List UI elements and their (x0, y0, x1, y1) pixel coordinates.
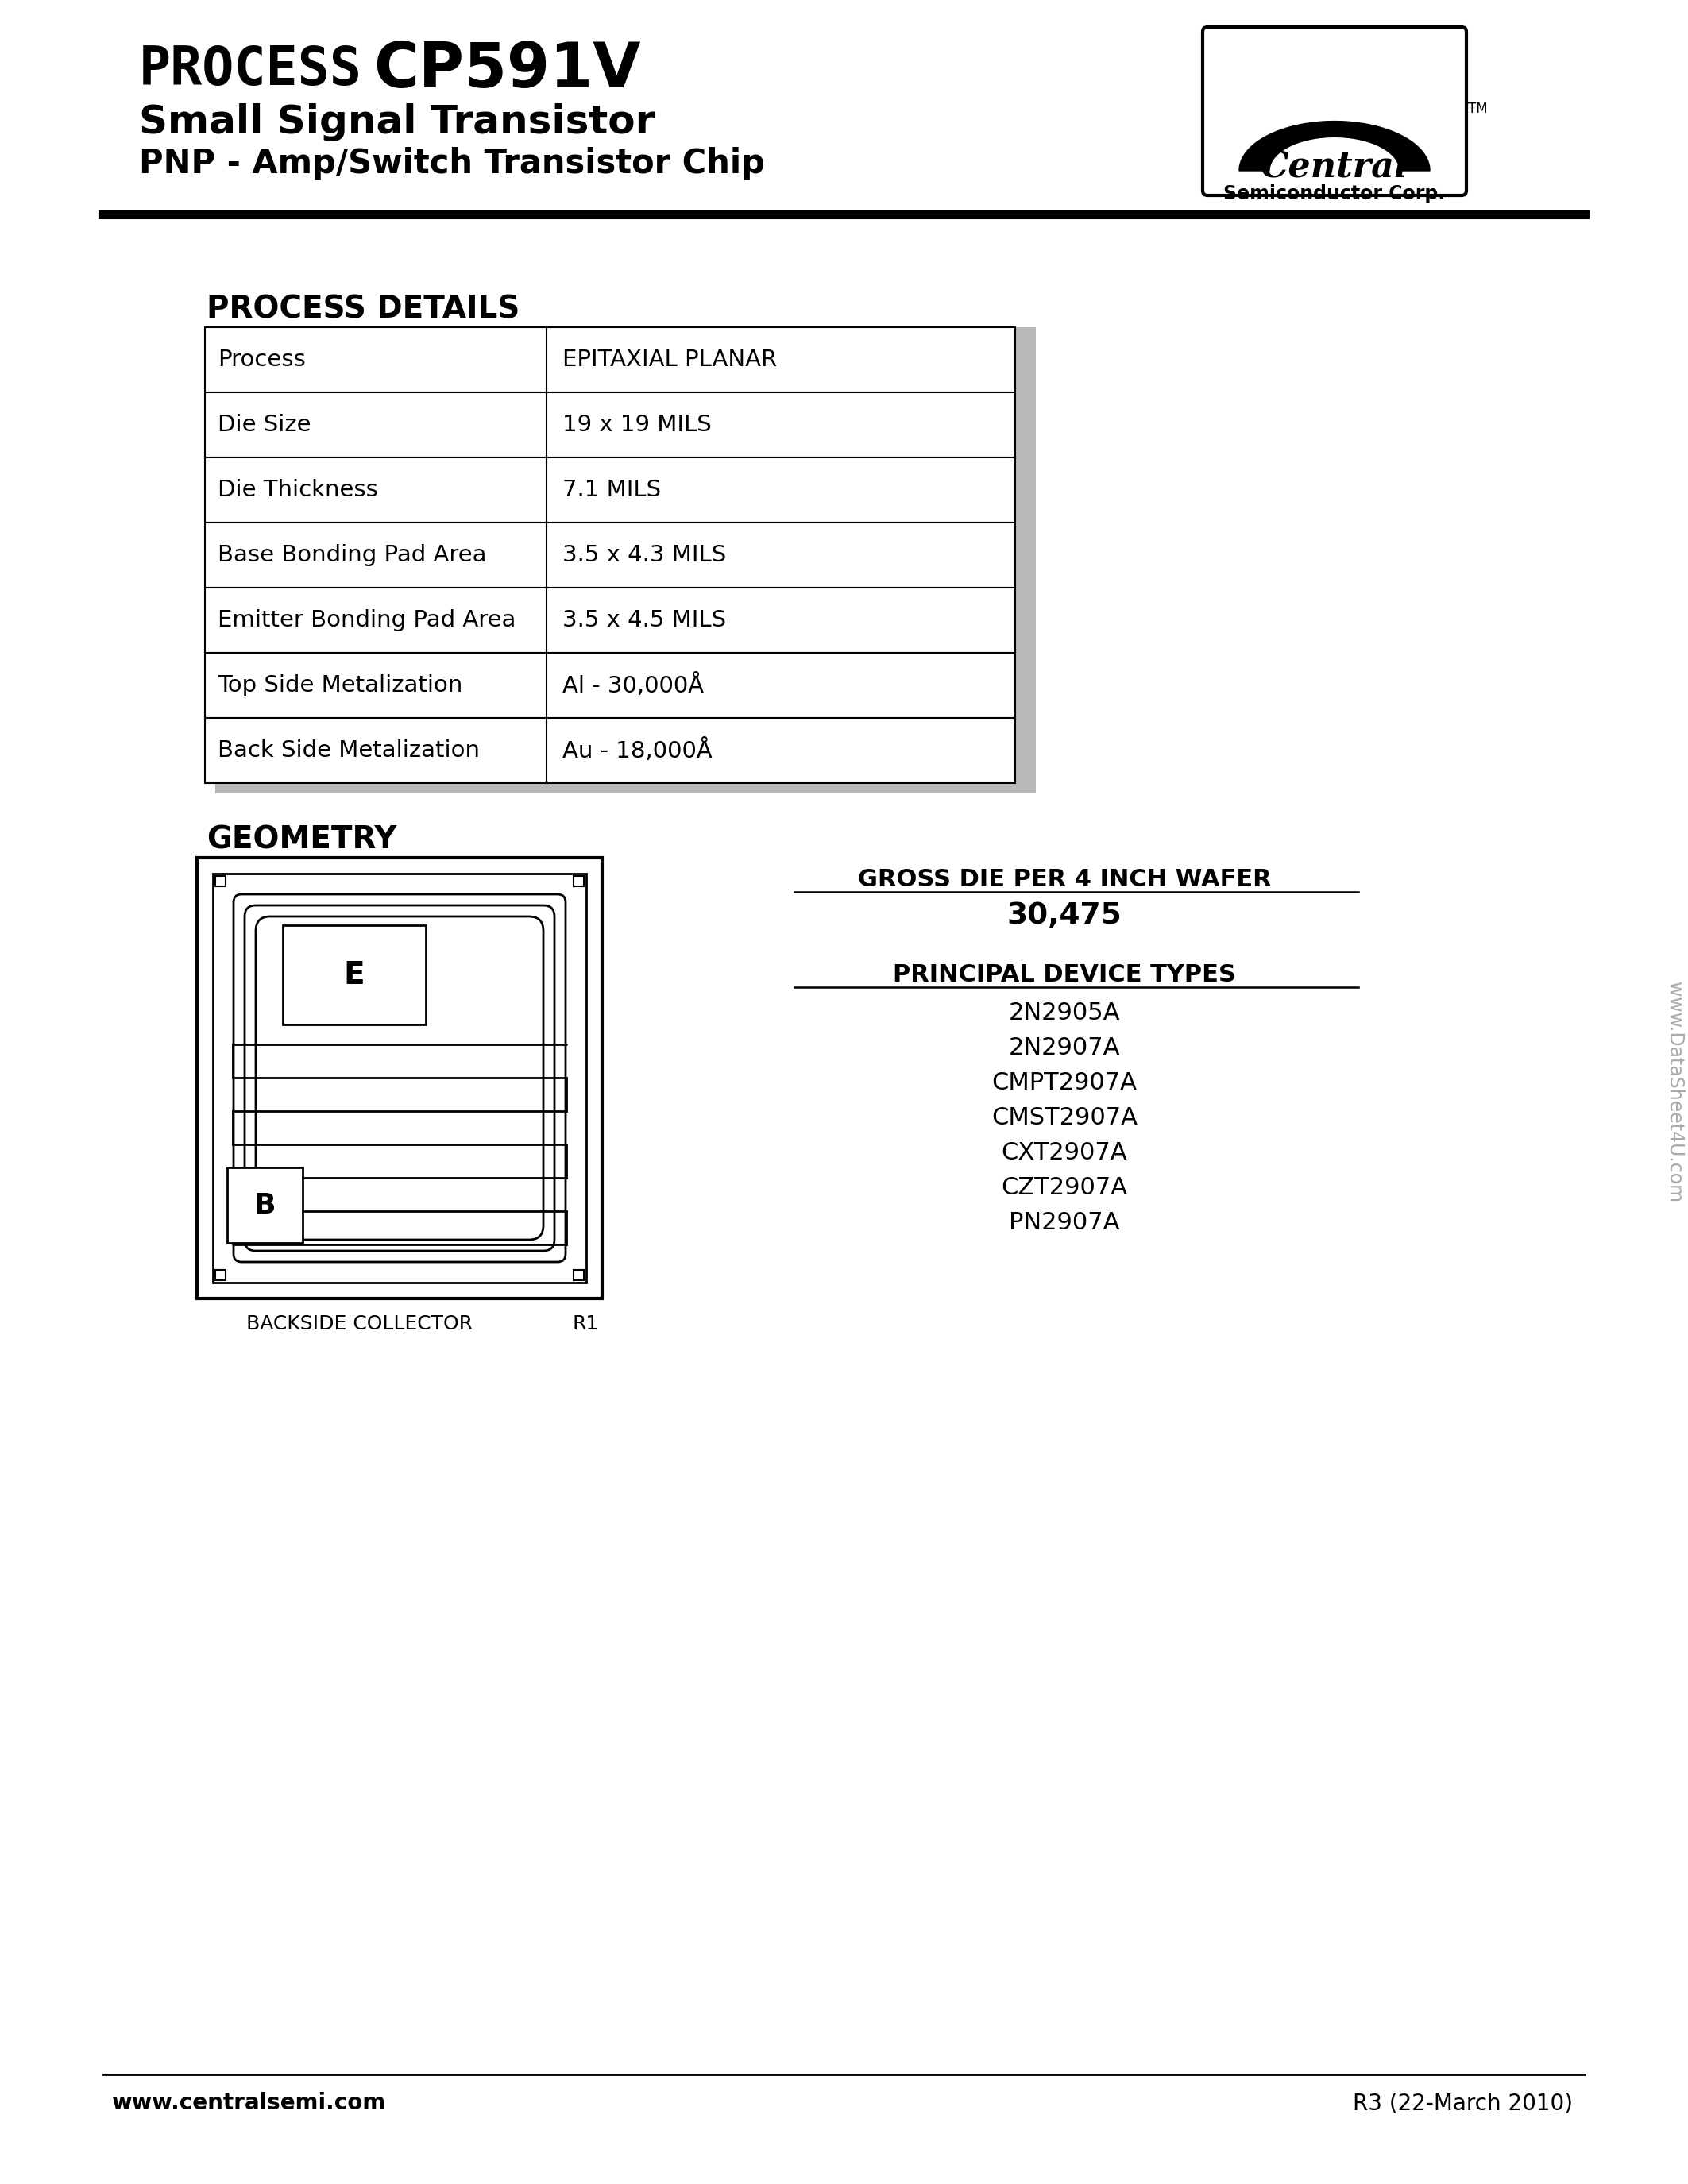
FancyBboxPatch shape (1202, 26, 1467, 194)
Text: TM: TM (1469, 103, 1487, 116)
Text: Central: Central (1261, 149, 1408, 183)
Bar (204, 653, 1014, 719)
Text: Semiconductor Corp.: Semiconductor Corp. (1224, 183, 1445, 203)
Text: Die Size: Die Size (218, 413, 311, 437)
Text: Die Thickness: Die Thickness (218, 478, 378, 500)
Text: EPITAXIAL PLANAR: EPITAXIAL PLANAR (562, 349, 776, 371)
Text: 30,475: 30,475 (1008, 902, 1123, 930)
Bar (574, 876, 584, 887)
Bar (216, 1269, 226, 1280)
Text: Al - 30,000Å: Al - 30,000Å (562, 673, 704, 697)
Text: www.centralsemi.com: www.centralsemi.com (111, 2092, 385, 2114)
Text: R1: R1 (572, 1315, 599, 1334)
Bar (204, 719, 1014, 784)
Text: PRINCIPAL DEVICE TYPES: PRINCIPAL DEVICE TYPES (893, 963, 1236, 987)
Text: R3 (22-March 2010): R3 (22-March 2010) (1352, 2092, 1573, 2114)
Text: PN2907A: PN2907A (1009, 1212, 1119, 1234)
Bar (204, 393, 1014, 456)
Text: GROSS DIE PER 4 INCH WAFER: GROSS DIE PER 4 INCH WAFER (858, 867, 1271, 891)
Text: BACKSIDE COLLECTOR: BACKSIDE COLLECTOR (246, 1315, 473, 1334)
Text: 3.5 x 4.5 MILS: 3.5 x 4.5 MILS (562, 609, 726, 631)
Text: 2N2907A: 2N2907A (1009, 1037, 1121, 1059)
Text: GEOMETRY: GEOMETRY (206, 823, 397, 854)
Text: www.DataSheet4U.com: www.DataSheet4U.com (1664, 981, 1685, 1203)
Bar (574, 1269, 584, 1280)
Text: PNP - Amp/Switch Transistor Chip: PNP - Amp/Switch Transistor Chip (138, 146, 765, 181)
Text: B: B (253, 1192, 275, 1219)
Text: CXT2907A: CXT2907A (1001, 1142, 1128, 1164)
Text: Au - 18,000Å: Au - 18,000Å (562, 738, 712, 762)
Bar (204, 587, 1014, 653)
Bar (213, 874, 586, 1282)
Bar (204, 456, 1014, 522)
Text: 2N2905A: 2N2905A (1009, 1002, 1121, 1024)
Text: CZT2907A: CZT2907A (1001, 1177, 1128, 1199)
Bar (228, 1168, 302, 1243)
Bar (204, 522, 1014, 587)
Text: Process: Process (218, 349, 306, 371)
Text: E: E (344, 959, 365, 989)
Bar (197, 858, 603, 1299)
Text: CP591V: CP591V (373, 39, 640, 100)
Text: 7.1 MILS: 7.1 MILS (562, 478, 662, 500)
Text: PROCESS: PROCESS (138, 44, 363, 96)
Text: Emitter Bonding Pad Area: Emitter Bonding Pad Area (218, 609, 517, 631)
Text: CMPT2907A: CMPT2907A (993, 1072, 1138, 1094)
Text: CMST2907A: CMST2907A (991, 1107, 1138, 1129)
Text: Top Side Metalization: Top Side Metalization (218, 675, 463, 697)
Text: Small Signal Transistor: Small Signal Transistor (138, 103, 655, 142)
Text: Back Side Metalization: Back Side Metalization (218, 740, 479, 762)
Text: Base Bonding Pad Area: Base Bonding Pad Area (218, 544, 486, 566)
Text: 19 x 19 MILS: 19 x 19 MILS (562, 413, 712, 437)
Bar (216, 876, 226, 887)
Bar (204, 328, 1014, 393)
Bar (284, 926, 425, 1024)
Text: PROCESS DETAILS: PROCESS DETAILS (206, 295, 520, 323)
Bar (216, 328, 1036, 793)
Polygon shape (1239, 120, 1430, 170)
Text: 3.5 x 4.3 MILS: 3.5 x 4.3 MILS (562, 544, 726, 566)
